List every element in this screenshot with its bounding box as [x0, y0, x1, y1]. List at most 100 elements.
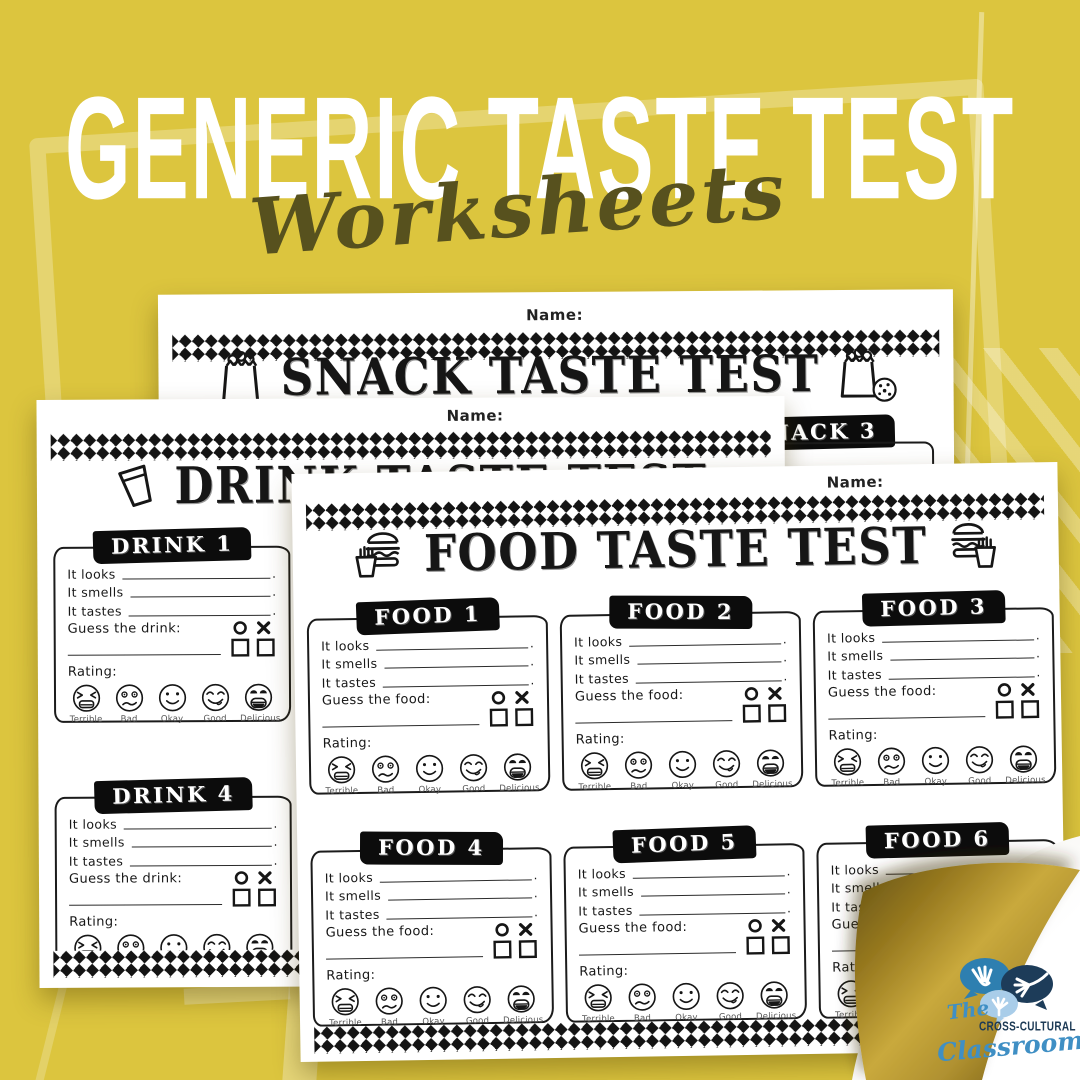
yes-no-checkboxes-icon [493, 922, 540, 963]
guess-write-line [69, 887, 223, 906]
looks-field: It looks. [830, 859, 1044, 878]
snack-bag-cookie-icon [833, 345, 897, 401]
section-label: FOOD 3 [861, 589, 1005, 627]
section-label: FOOD 5 [611, 825, 756, 864]
guess-label: Guess the food: [321, 691, 431, 709]
guess-row: Guess the drink: [68, 621, 277, 662]
face-okay-icon [667, 749, 698, 780]
looks-field: It looks. [324, 867, 538, 886]
smells-field: It smells. [577, 882, 792, 900]
write-line [639, 900, 786, 916]
section-label: FOOD 6 [865, 821, 1009, 859]
write-line [637, 650, 782, 665]
write-line [885, 859, 1038, 875]
taste-test-card: FOOD 5 It looks. It smells. It tastes. G… [563, 825, 808, 1025]
smells-field: It smells. [827, 646, 1041, 664]
taste-test-card: FOOD 4 It looks. It smells. It tastes. G… [310, 831, 555, 1029]
taste-test-card: FOOD 3 It looks. It smells. It tastes. G… [812, 589, 1057, 789]
face-bad-icon [373, 985, 404, 1016]
face-bad-icon [113, 682, 144, 713]
face-terrible-icon [835, 978, 866, 1009]
guess-label: Guess the food: [574, 687, 684, 705]
tastes-field: It tastes. [827, 664, 1041, 683]
looks-field: It looks. [321, 635, 535, 654]
write-line [893, 878, 1038, 893]
guess-write-line [67, 638, 221, 656]
tastes-field: It tastes. [325, 904, 539, 923]
tastes-field: It tastes. [574, 668, 788, 687]
guess-row: Guess the food: [828, 682, 1042, 725]
logo-classroom-text: Classroom [936, 1025, 1080, 1068]
face-delicious-icon [243, 682, 274, 713]
rating-faces-row: Terrible Bad Okay Good Delicious [576, 747, 793, 793]
write-line [122, 566, 271, 580]
write-line [376, 635, 528, 651]
tastes-field: It tastes. [578, 900, 792, 919]
face-good-icon [711, 748, 742, 779]
write-line [130, 853, 272, 866]
write-line [629, 631, 781, 647]
smells-field: It smells. [67, 584, 277, 600]
name-field-label: Name: [826, 472, 884, 492]
smells-field: It smells. [321, 654, 535, 672]
drink-glass-icon [111, 457, 164, 515]
face-okay-icon [670, 981, 701, 1012]
guess-write-line [575, 704, 733, 724]
guess-row: Guess the food: [326, 922, 540, 965]
write-line [379, 867, 532, 883]
guess-label: Guess the drink: [67, 621, 181, 637]
guess-write-line [831, 932, 989, 952]
rating-faces-row: Terrible Bad Okay Good Delicious [323, 751, 540, 797]
looks-field: It looks. [826, 627, 1041, 646]
rating-label: Rating: [828, 727, 878, 744]
tastes-field: It tastes. [68, 853, 278, 869]
guess-write-line [325, 940, 484, 960]
smells-field: It smells. [830, 878, 1045, 896]
burger-fries-icon [352, 526, 411, 581]
rating-faces-row: Terrible Bad Okay Good Delicious [326, 983, 543, 1029]
write-line [640, 882, 785, 897]
section-label: FOOD 4 [359, 831, 503, 866]
guess-label: Guess the drink: [68, 871, 183, 887]
name-field-label: Name: [526, 305, 584, 325]
section-label: FOOD 1 [355, 597, 500, 636]
rating-label: Rating: [579, 963, 629, 980]
yes-no-checkboxes-icon [232, 871, 278, 911]
food-sheet-title: FOOD TASTE TEST [423, 515, 928, 583]
section-label: DRINK 4 [93, 777, 253, 815]
yes-no-checkboxes-icon [489, 690, 536, 731]
yes-no-checkboxes-icon [998, 914, 1045, 955]
taste-test-card: DRINK 4 It looks. It smells. It tastes. … [54, 777, 293, 975]
rating-faces-row: Terrible Bad Okay Good Delicious [579, 979, 796, 1025]
write-line [130, 584, 271, 598]
tastes-field: It tastes. [67, 603, 277, 619]
write-line [892, 896, 1039, 912]
face-bad-icon [876, 745, 907, 776]
rating-label: Rating: [67, 664, 118, 680]
face-bad-icon [626, 981, 657, 1012]
snack-bag-icon [214, 348, 266, 406]
write-line [382, 672, 529, 688]
section-label: FOOD 2 [608, 595, 752, 630]
write-line [384, 654, 529, 669]
yes-no-checkboxes-icon [742, 686, 789, 727]
yes-no-checkboxes-icon [231, 621, 277, 661]
write-line [386, 904, 533, 920]
rating-label: Rating: [575, 731, 625, 748]
face-bad-icon [370, 753, 401, 784]
tastes-field: It tastes. [831, 896, 1045, 915]
guess-write-line [828, 700, 986, 720]
face-delicious-icon [1008, 743, 1039, 774]
smells-field: It smells. [68, 834, 278, 850]
write-line [123, 816, 272, 830]
write-line [882, 627, 1034, 643]
face-good-icon [458, 752, 489, 783]
guess-write-line [322, 708, 480, 728]
burger-fries-icon [941, 517, 1000, 572]
write-line [632, 863, 785, 879]
guess-label: Guess the food: [827, 683, 937, 701]
taste-test-card: FOOD 1 It looks. It smells. It tastes. G… [306, 597, 551, 797]
face-okay-icon [920, 745, 951, 776]
write-line [128, 603, 271, 616]
smells-field: It smells. [324, 886, 539, 904]
